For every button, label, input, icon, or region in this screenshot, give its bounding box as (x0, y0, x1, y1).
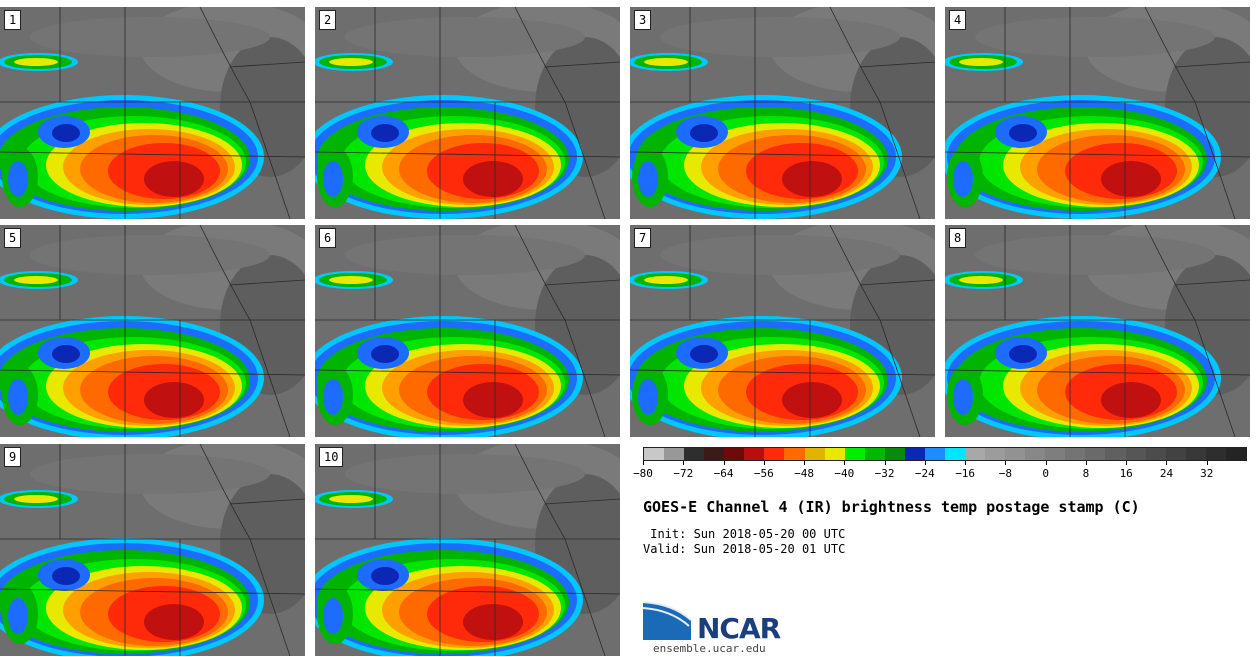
colorbar-segment (944, 448, 965, 460)
ir-satellite-map (315, 444, 620, 656)
panel-number: 4 (949, 10, 967, 30)
colorbar-tick (763, 461, 765, 465)
colorbar-segment (1105, 448, 1126, 460)
colorbar-tick (884, 461, 886, 465)
colorbar-tick (643, 461, 644, 465)
panel-number: 7 (634, 228, 652, 248)
colorbar-tick (683, 461, 685, 465)
ir-satellite-map (0, 7, 305, 219)
colorbar-tick (1045, 461, 1047, 465)
valid-time: Valid: Sun 2018-05-20 01 UTC (643, 542, 846, 556)
colorbar-tick-label: −72 (673, 467, 694, 480)
colorbar-ticks: −80 −72 −64 −56 −48 −40 −32 −24 −16 −8 0 8 16 24 32 (633, 461, 1247, 483)
colorbar-segment (724, 448, 745, 460)
colorbar-segment (904, 448, 925, 460)
ir-satellite-map (0, 225, 305, 437)
forecast-panel: 7 (630, 225, 935, 437)
forecast-panel: 8 (945, 225, 1250, 437)
colorbar-segment (804, 448, 825, 460)
panel-number: 1 (4, 10, 22, 30)
colorbar-segment (1045, 448, 1066, 460)
colorbar-segment (965, 448, 986, 460)
ir-satellite-map (630, 7, 935, 219)
panel-number: 2 (319, 10, 337, 30)
ncar-logo-icon (643, 601, 692, 640)
colorbar-segment (1185, 448, 1206, 460)
colorbar-segment (1025, 448, 1046, 460)
colorbar-tick-label: −56 (753, 467, 774, 480)
panel-number: 3 (634, 10, 652, 30)
ir-satellite-map (630, 225, 935, 437)
figure-title: GOES-E Channel 4 (IR) brightness temp po… (643, 498, 1140, 516)
colorbar-tick-label: 32 (1200, 467, 1214, 480)
colorbar-segment (704, 448, 725, 460)
colorbar-segment (764, 448, 785, 460)
colorbar-tick-label: 16 (1119, 467, 1133, 480)
colorbar-segment (1165, 448, 1186, 460)
colorbar-segment (784, 448, 805, 460)
colorbar-segment (1205, 448, 1226, 460)
colorbar-segment (1085, 448, 1106, 460)
colorbar-tick-label: 8 (1082, 467, 1090, 480)
colorbar-segment (924, 448, 945, 460)
colorbar-segment (864, 448, 885, 460)
panel-number: 10 (319, 447, 344, 467)
colorbar-tick (723, 461, 725, 465)
init-time: Init: Sun 2018-05-20 00 UTC (643, 527, 846, 541)
ir-satellite-map (945, 7, 1250, 219)
ir-satellite-map (945, 225, 1250, 437)
colorbar-tick (1206, 461, 1208, 465)
colorbar-tick (1005, 461, 1007, 465)
forecast-panel: 5 (0, 225, 305, 437)
colorbar-tick-label: −16 (955, 467, 976, 480)
ncar-logo-text: NCAR (697, 612, 781, 645)
forecast-panel: 6 (315, 225, 620, 437)
forecast-panel: 2 (315, 7, 620, 219)
colorbar-tick-label: 0 (1042, 467, 1049, 480)
panel-number: 8 (949, 228, 967, 248)
colorbar-segment (744, 448, 765, 460)
ir-satellite-map (315, 225, 620, 437)
forecast-panel: 9 (0, 444, 305, 656)
colorbar-tick (804, 461, 806, 465)
colorbar (643, 447, 1247, 461)
forecast-panel: 10 (315, 444, 620, 656)
colorbar-tick-label: −24 (914, 467, 935, 480)
colorbar-segment (844, 448, 865, 460)
panel-number: 9 (4, 447, 22, 467)
colorbar-tick-label: −64 (713, 467, 734, 480)
panel-number: 6 (319, 228, 337, 248)
colorbar-segment (1145, 448, 1166, 460)
colorbar-segment (1065, 448, 1086, 460)
ir-satellite-map (0, 444, 305, 656)
colorbar-tick (924, 461, 926, 465)
colorbar-segment (824, 448, 845, 460)
colorbar-segment (664, 448, 685, 460)
colorbar-segment (684, 448, 705, 460)
colorbar-tick-label: −48 (794, 467, 814, 480)
colorbar-segment (1125, 448, 1146, 460)
colorbar-tick (844, 461, 846, 465)
colorbar-segment (644, 448, 665, 460)
colorbar-tick-label: −40 (834, 467, 855, 480)
colorbar-tick-label: −32 (874, 467, 895, 480)
forecast-panel: 3 (630, 7, 935, 219)
colorbar-tick-label: −80 (633, 467, 653, 480)
ir-satellite-map (315, 7, 620, 219)
colorbar-tick (1166, 461, 1168, 465)
colorbar-segment (884, 448, 905, 460)
colorbar-tick (965, 461, 967, 465)
colorbar-segment (1005, 448, 1026, 460)
colorbar-segment (1225, 448, 1246, 460)
colorbar-tick (1085, 461, 1087, 465)
forecast-panel: 1 (0, 7, 305, 219)
colorbar-tick-label: −8 (998, 467, 1013, 480)
panel-number: 5 (4, 228, 22, 248)
colorbar-tick (1126, 461, 1128, 465)
colorbar-segment (985, 448, 1006, 460)
site-url: ensemble.ucar.edu (653, 642, 766, 655)
forecast-panel: 4 (945, 7, 1250, 219)
colorbar-tick-label: 24 (1159, 467, 1174, 480)
